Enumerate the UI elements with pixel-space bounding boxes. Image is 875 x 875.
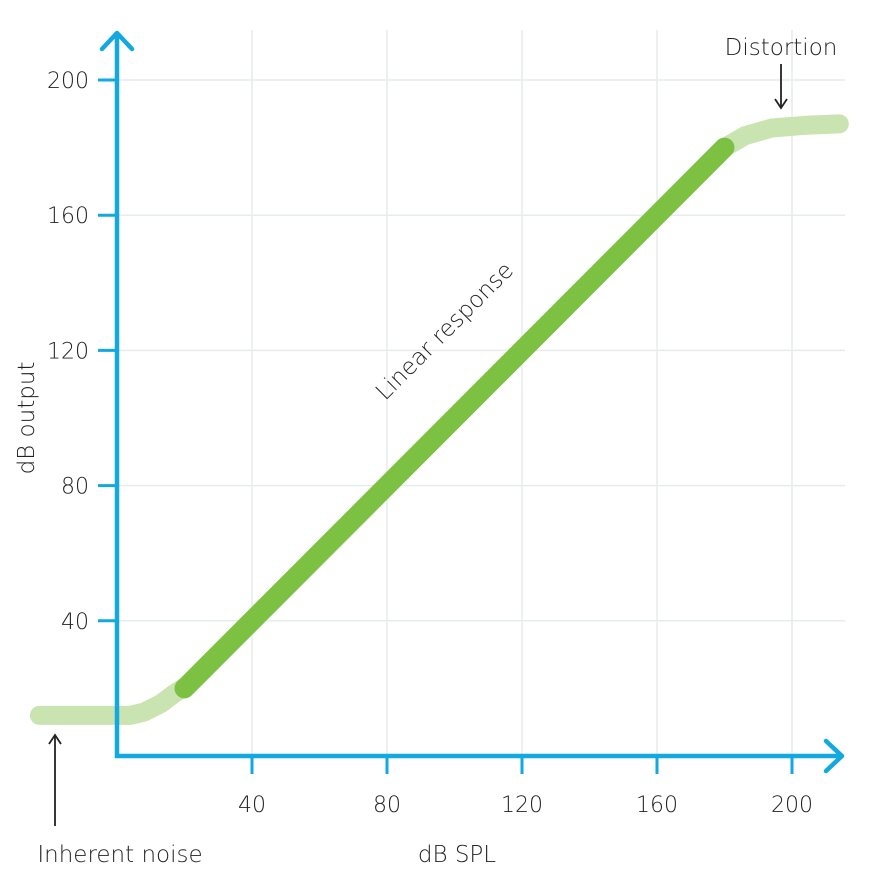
axes (98, 30, 845, 774)
tick-labels: 40 80 120 160 200 40 80 120 160 200 (47, 69, 813, 818)
x-tick-label-80: 80 (373, 793, 401, 818)
x-axis-title: dB SPL (418, 842, 496, 868)
y-tick-label-200: 200 (47, 69, 89, 94)
series-inherent-noise (29, 675, 198, 725)
x-tick-label-120: 120 (501, 793, 543, 818)
y-tick-label-160: 160 (47, 204, 89, 229)
series-distortion (715, 114, 849, 158)
x-axis-arrow-icon (823, 738, 845, 774)
y-tick-label-40: 40 (61, 610, 89, 635)
distortion-label: Distortion (725, 35, 838, 61)
distortion-arrow-icon (774, 64, 788, 110)
y-tick-label-80: 80 (61, 475, 89, 500)
y-tick-label-120: 120 (47, 339, 89, 364)
x-tick-label-160: 160 (636, 793, 678, 818)
series-linear-response (174, 137, 735, 699)
x-tick-label-200: 200 (771, 793, 813, 818)
y-axis-title: dB output (14, 362, 40, 475)
inherent-noise-arrow-icon (48, 733, 62, 826)
response-curves (29, 114, 849, 725)
x-tick-label-40: 40 (238, 793, 266, 818)
y-axis-arrow-icon (99, 30, 135, 52)
inherent-noise-label: Inherent noise (37, 842, 202, 868)
